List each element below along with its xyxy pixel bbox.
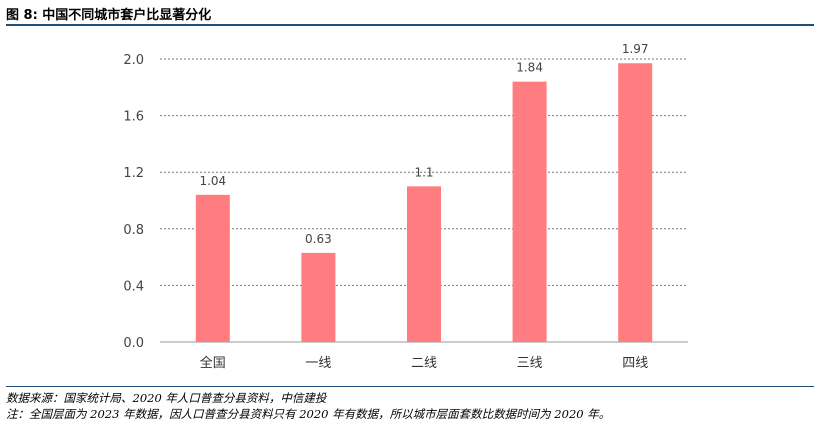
y-tick-label: 0.0 — [123, 336, 144, 351]
bar — [195, 194, 230, 342]
x-tick-label: 全国 — [200, 355, 226, 371]
data-label: 1.84 — [516, 61, 543, 75]
y-tick-label: 0.4 — [123, 279, 144, 294]
x-tick-label: 一线 — [305, 356, 331, 371]
bar — [512, 81, 547, 342]
bar — [407, 186, 441, 342]
y-tick-label: 1.6 — [123, 110, 144, 125]
data-label: 1.1 — [414, 165, 433, 179]
bottom-rule — [6, 386, 814, 387]
y-tick-label: 0.8 — [123, 223, 144, 238]
data-label: 1.04 — [199, 174, 226, 188]
source-note: 数据来源：国家统计局、2020 年人口普查分县资料，中信建投 — [6, 391, 327, 405]
x-tick-label: 二线 — [411, 356, 437, 371]
bar — [301, 252, 336, 342]
x-tick-label: 四线 — [622, 356, 648, 371]
figure-title: 图 8: 中国不同城市套户比显著分化 — [6, 8, 212, 23]
figure-notes: 数据来源：国家统计局、2020 年人口普查分县资料，中信建投 注：全国层面为 2… — [6, 390, 610, 422]
y-tick-label: 2.0 — [123, 53, 144, 68]
data-label: 0.63 — [305, 232, 332, 246]
x-tick-label: 三线 — [517, 356, 543, 371]
footnote: 注：全国层面为 2023 年数据，因人口普查分县资料只有 2020 年有数据，所… — [6, 407, 611, 421]
data-label: 1.97 — [622, 42, 649, 56]
y-tick-label: 1.2 — [123, 166, 144, 181]
bar — [618, 63, 653, 343]
top-rule — [6, 24, 814, 26]
